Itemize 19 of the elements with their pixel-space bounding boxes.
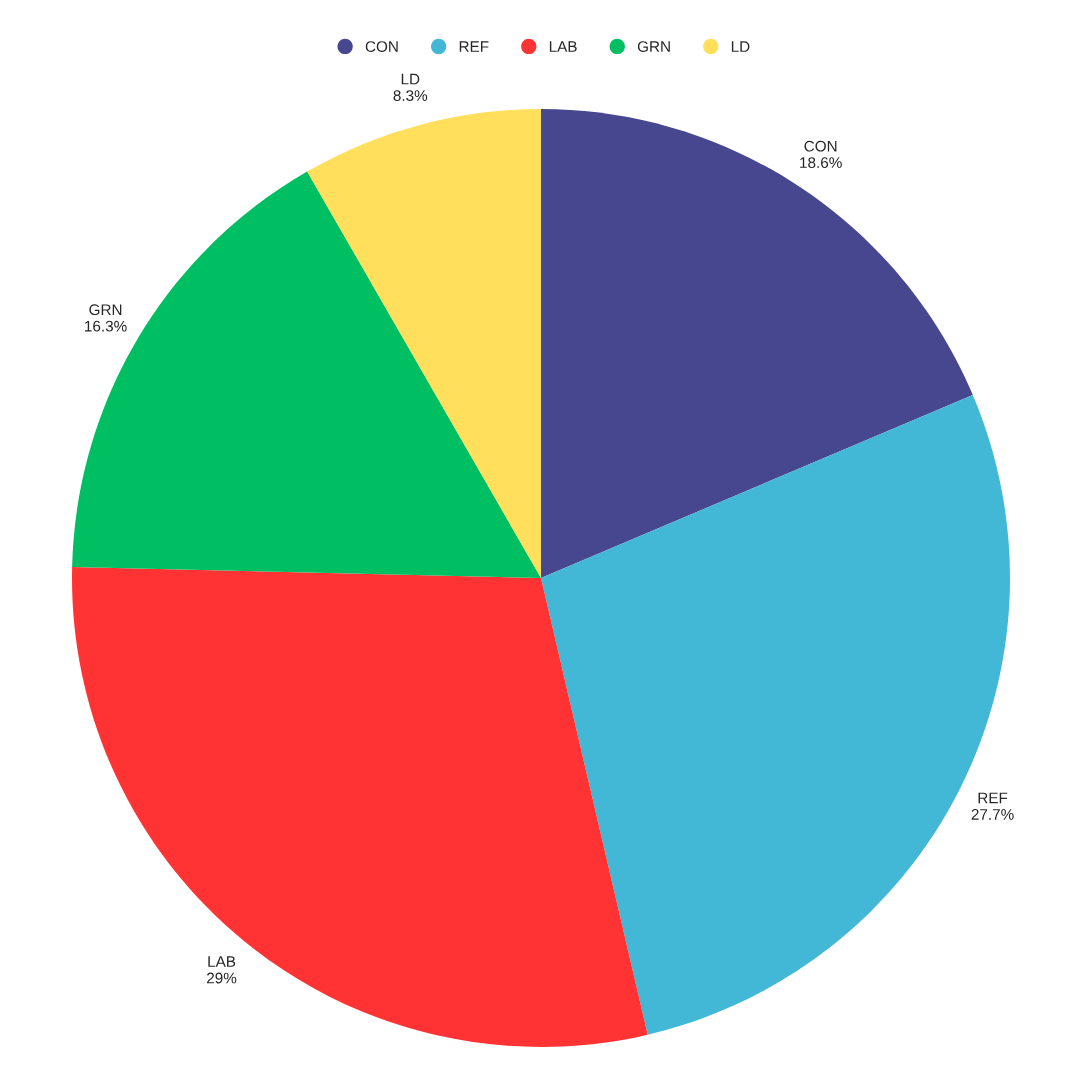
- slice-label: LAB: [208, 956, 236, 967]
- legend-label: CON: [365, 41, 398, 52]
- pie-slice: [541, 109, 973, 578]
- legend-label: REF: [459, 41, 489, 52]
- pie-slice: [72, 171, 541, 578]
- data-label: 8.3%: [393, 90, 428, 101]
- slice-label: REF: [978, 792, 1008, 804]
- slice-label: LD: [401, 73, 420, 85]
- slice-label: GRN: [89, 304, 122, 316]
- data-label: 16.3%: [85, 320, 127, 332]
- pie-slice: [72, 566, 648, 1047]
- legend-label: GRN: [637, 41, 670, 52]
- data-label: 18.6%: [800, 157, 842, 169]
- legend-label: LAB: [549, 41, 577, 52]
- data-label: 29%: [207, 972, 237, 984]
- data-label: 27.7%: [971, 808, 1014, 820]
- legend-label: LD: [731, 41, 750, 52]
- pie-slice: [307, 109, 541, 578]
- slice-label: CON: [804, 140, 837, 152]
